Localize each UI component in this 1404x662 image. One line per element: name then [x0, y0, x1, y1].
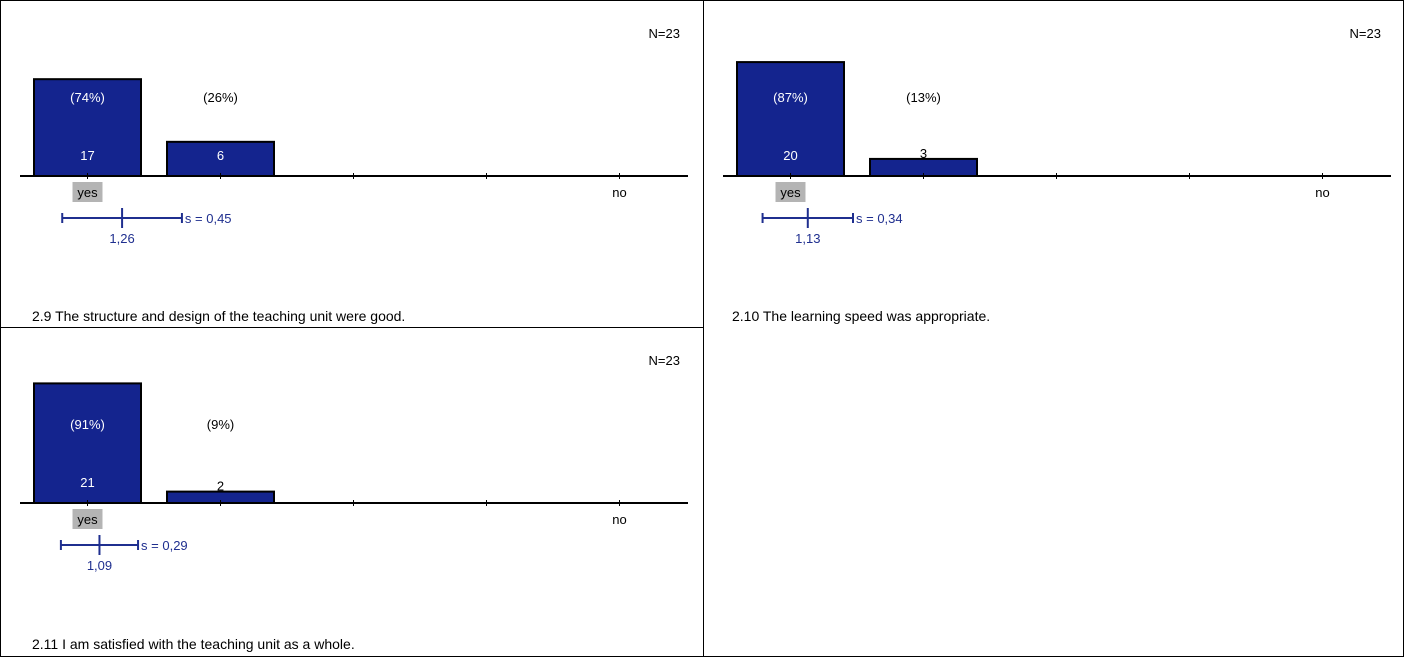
n-label: N=23: [649, 26, 680, 41]
std-label: s = 0,45: [185, 211, 232, 226]
count-label-2: 3: [920, 146, 927, 161]
mean-label: 1,26: [109, 231, 134, 246]
scale-label-yes: yes: [77, 185, 98, 200]
scale-label-yes: yes: [780, 185, 801, 200]
empty-panel: [703, 327, 1404, 657]
count-label-2: 2: [217, 479, 224, 494]
percent-label-1: (91%): [70, 417, 105, 432]
percent-label-2: (26%): [203, 90, 238, 105]
mean-label: 1,09: [87, 558, 112, 573]
chart-svg: N=23 (74%) (26%) 17 6 yes no s = 0,45 1,26 2.9 Th…: [20, 26, 688, 324]
question-text: 2.11 I am satisfied with the teaching un…: [32, 636, 355, 652]
mean-label: 1,13: [795, 231, 820, 246]
percent-label-2: (13%): [906, 90, 941, 105]
chart-panel: N=23 (74%) (26%) 17 6 yes no s = 0,45 1,26 2.9 Th…: [0, 0, 703, 327]
count-label-1: 21: [80, 475, 94, 490]
scale-label-no: no: [612, 185, 626, 200]
question-text: 2.10 The learning speed was appropriate.: [732, 308, 990, 324]
yes-label-background: [775, 182, 806, 202]
bar-1: [736, 61, 845, 177]
percent-label-1: (74%): [70, 90, 105, 105]
chart-svg: N=23 (91%) (9%) 21 2 yes no s = 0,29 1,09 2.11 I …: [20, 353, 688, 652]
std-label: s = 0,34: [856, 211, 903, 226]
yes-label-background: [72, 509, 103, 529]
chart-svg: N=23 (87%) (13%) 20 3 yes no s = 0,34 1,13 2.10 T…: [723, 26, 1391, 324]
std-label: s = 0,29: [141, 538, 188, 553]
bar-1: [33, 78, 142, 177]
yes-label-background: [72, 182, 103, 202]
count-label-1: 20: [783, 148, 797, 163]
chart-panel: N=23 (87%) (13%) 20 3 yes no s = 0,34 1,13 2.10 T…: [703, 0, 1404, 327]
n-label: N=23: [649, 353, 680, 368]
scale-label-yes: yes: [77, 512, 98, 527]
n-label: N=23: [1350, 26, 1381, 41]
bar-2: [166, 140, 275, 177]
percent-label-2: (9%): [207, 417, 234, 432]
count-label-2: 6: [217, 148, 224, 163]
chart-panel: N=23 (91%) (9%) 21 2 yes no s = 0,29 1,09 2.11 I …: [0, 327, 703, 657]
scale-label-no: no: [612, 512, 626, 527]
count-label-1: 17: [80, 148, 94, 163]
scale-label-no: no: [1315, 185, 1329, 200]
percent-label-1: (87%): [773, 90, 808, 105]
question-text: 2.9 The structure and design of the teac…: [32, 308, 405, 324]
